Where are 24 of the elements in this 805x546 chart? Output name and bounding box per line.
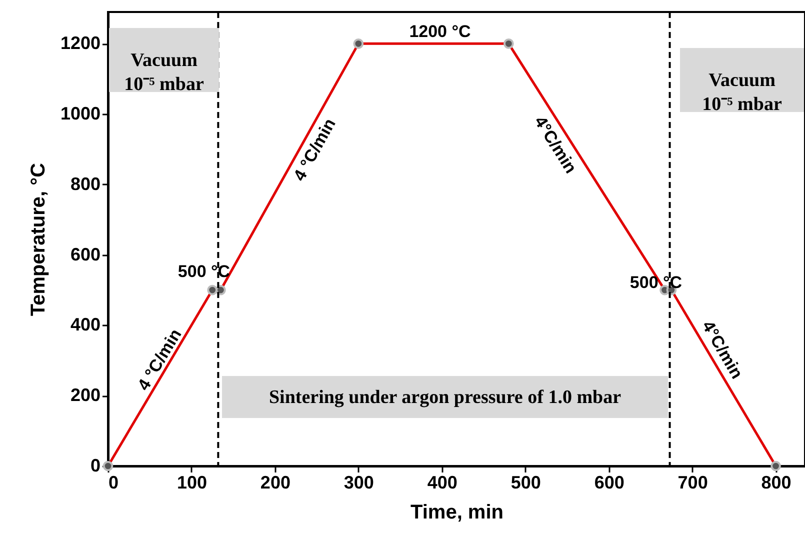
annotation: 500 °C bbox=[178, 262, 230, 281]
y-tick-label: 0 bbox=[90, 456, 100, 476]
y-axis-title: Temperature, °C bbox=[27, 162, 50, 316]
annotation: 1200 °C bbox=[409, 22, 471, 41]
y-tick-label: 800 bbox=[70, 174, 100, 194]
y-tick-label: 600 bbox=[70, 244, 100, 264]
x-tick-label: 300 bbox=[344, 472, 374, 492]
x-tick-label: 100 bbox=[176, 472, 207, 492]
annotation: 500 °C bbox=[630, 273, 682, 292]
y-tick-label: 400 bbox=[70, 314, 100, 335]
x-tick-label: 700 bbox=[678, 472, 708, 492]
y-tick-label: 1200 bbox=[60, 33, 100, 54]
annotation: Sintering under argon pressure of 1.0 mbar bbox=[268, 387, 622, 408]
x-tick-label: 600 bbox=[594, 472, 624, 492]
x-tick-label: 500 bbox=[510, 472, 541, 492]
y-tick-label: 1000 bbox=[60, 104, 100, 124]
x-axis-title: Time, min bbox=[410, 502, 504, 524]
annotation: Vacuum 10⁻⁵ mbar bbox=[124, 50, 204, 95]
annotation: Vacuum 10⁻⁵ mbar bbox=[702, 70, 782, 115]
y-tick-label: 200 bbox=[70, 385, 100, 406]
x-tick-label: 200 bbox=[260, 472, 290, 492]
x-tick-label: 800 bbox=[761, 472, 792, 492]
x-tick-label: 400 bbox=[427, 472, 458, 492]
x-tick-label: 0 bbox=[108, 472, 119, 492]
